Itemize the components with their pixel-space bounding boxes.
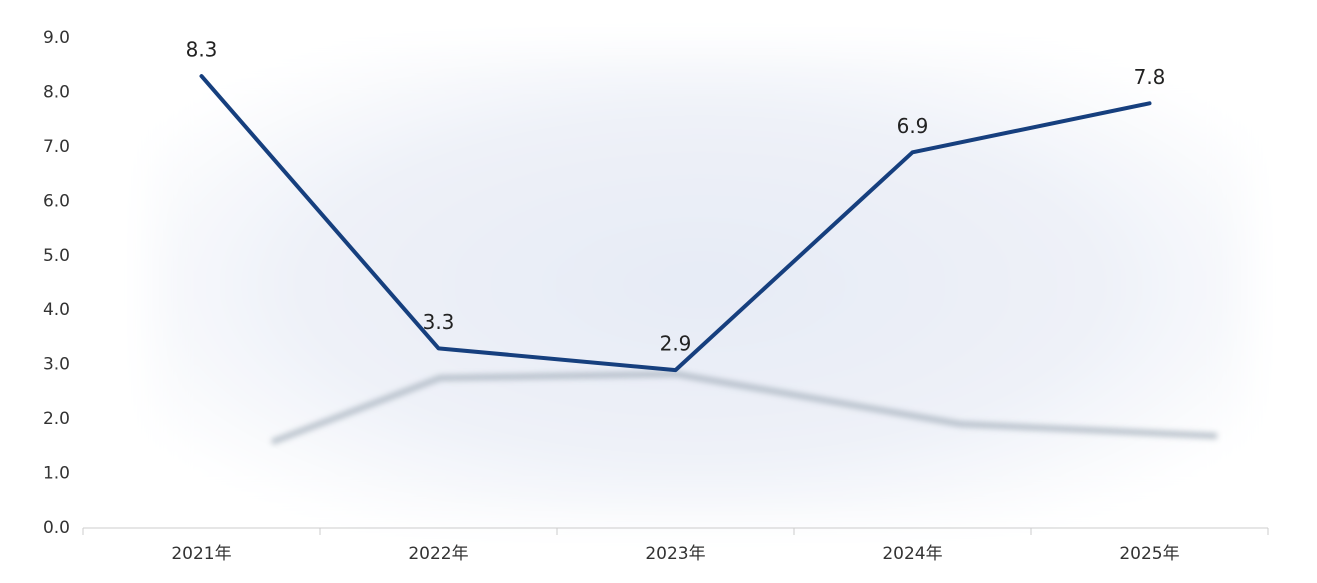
value-label: 2.9 [660,332,692,356]
x-tick-label: 2025年 [1119,544,1179,564]
line [199,74,1152,373]
value-label: 8.3 [186,38,218,62]
value-label: 7.8 [1134,65,1166,89]
value-label: 6.9 [897,114,929,138]
y-tick-label: 9.0 [43,28,70,48]
y-tick-label: 8.0 [43,82,70,102]
y-tick-label: 3.0 [43,355,70,375]
y-tick-label: 5.0 [43,246,70,266]
y-tick-label: 1.0 [43,464,70,484]
x-tick-label: 2021年 [171,544,231,564]
x-tick-label: 2022年 [408,544,468,564]
y-tick-label: 0.0 [43,518,70,538]
background-glow [150,50,1250,520]
y-tick-label: 4.0 [43,300,70,320]
value-label: 3.3 [423,310,455,334]
y-tick-label: 7.0 [43,137,70,157]
y-tick-label: 6.0 [43,191,70,211]
background-decoration [270,370,1218,445]
x-tick-label: 2023年 [645,544,705,564]
x-tick-label: 2024年 [882,544,942,564]
y-tick-label: 2.0 [43,409,70,429]
